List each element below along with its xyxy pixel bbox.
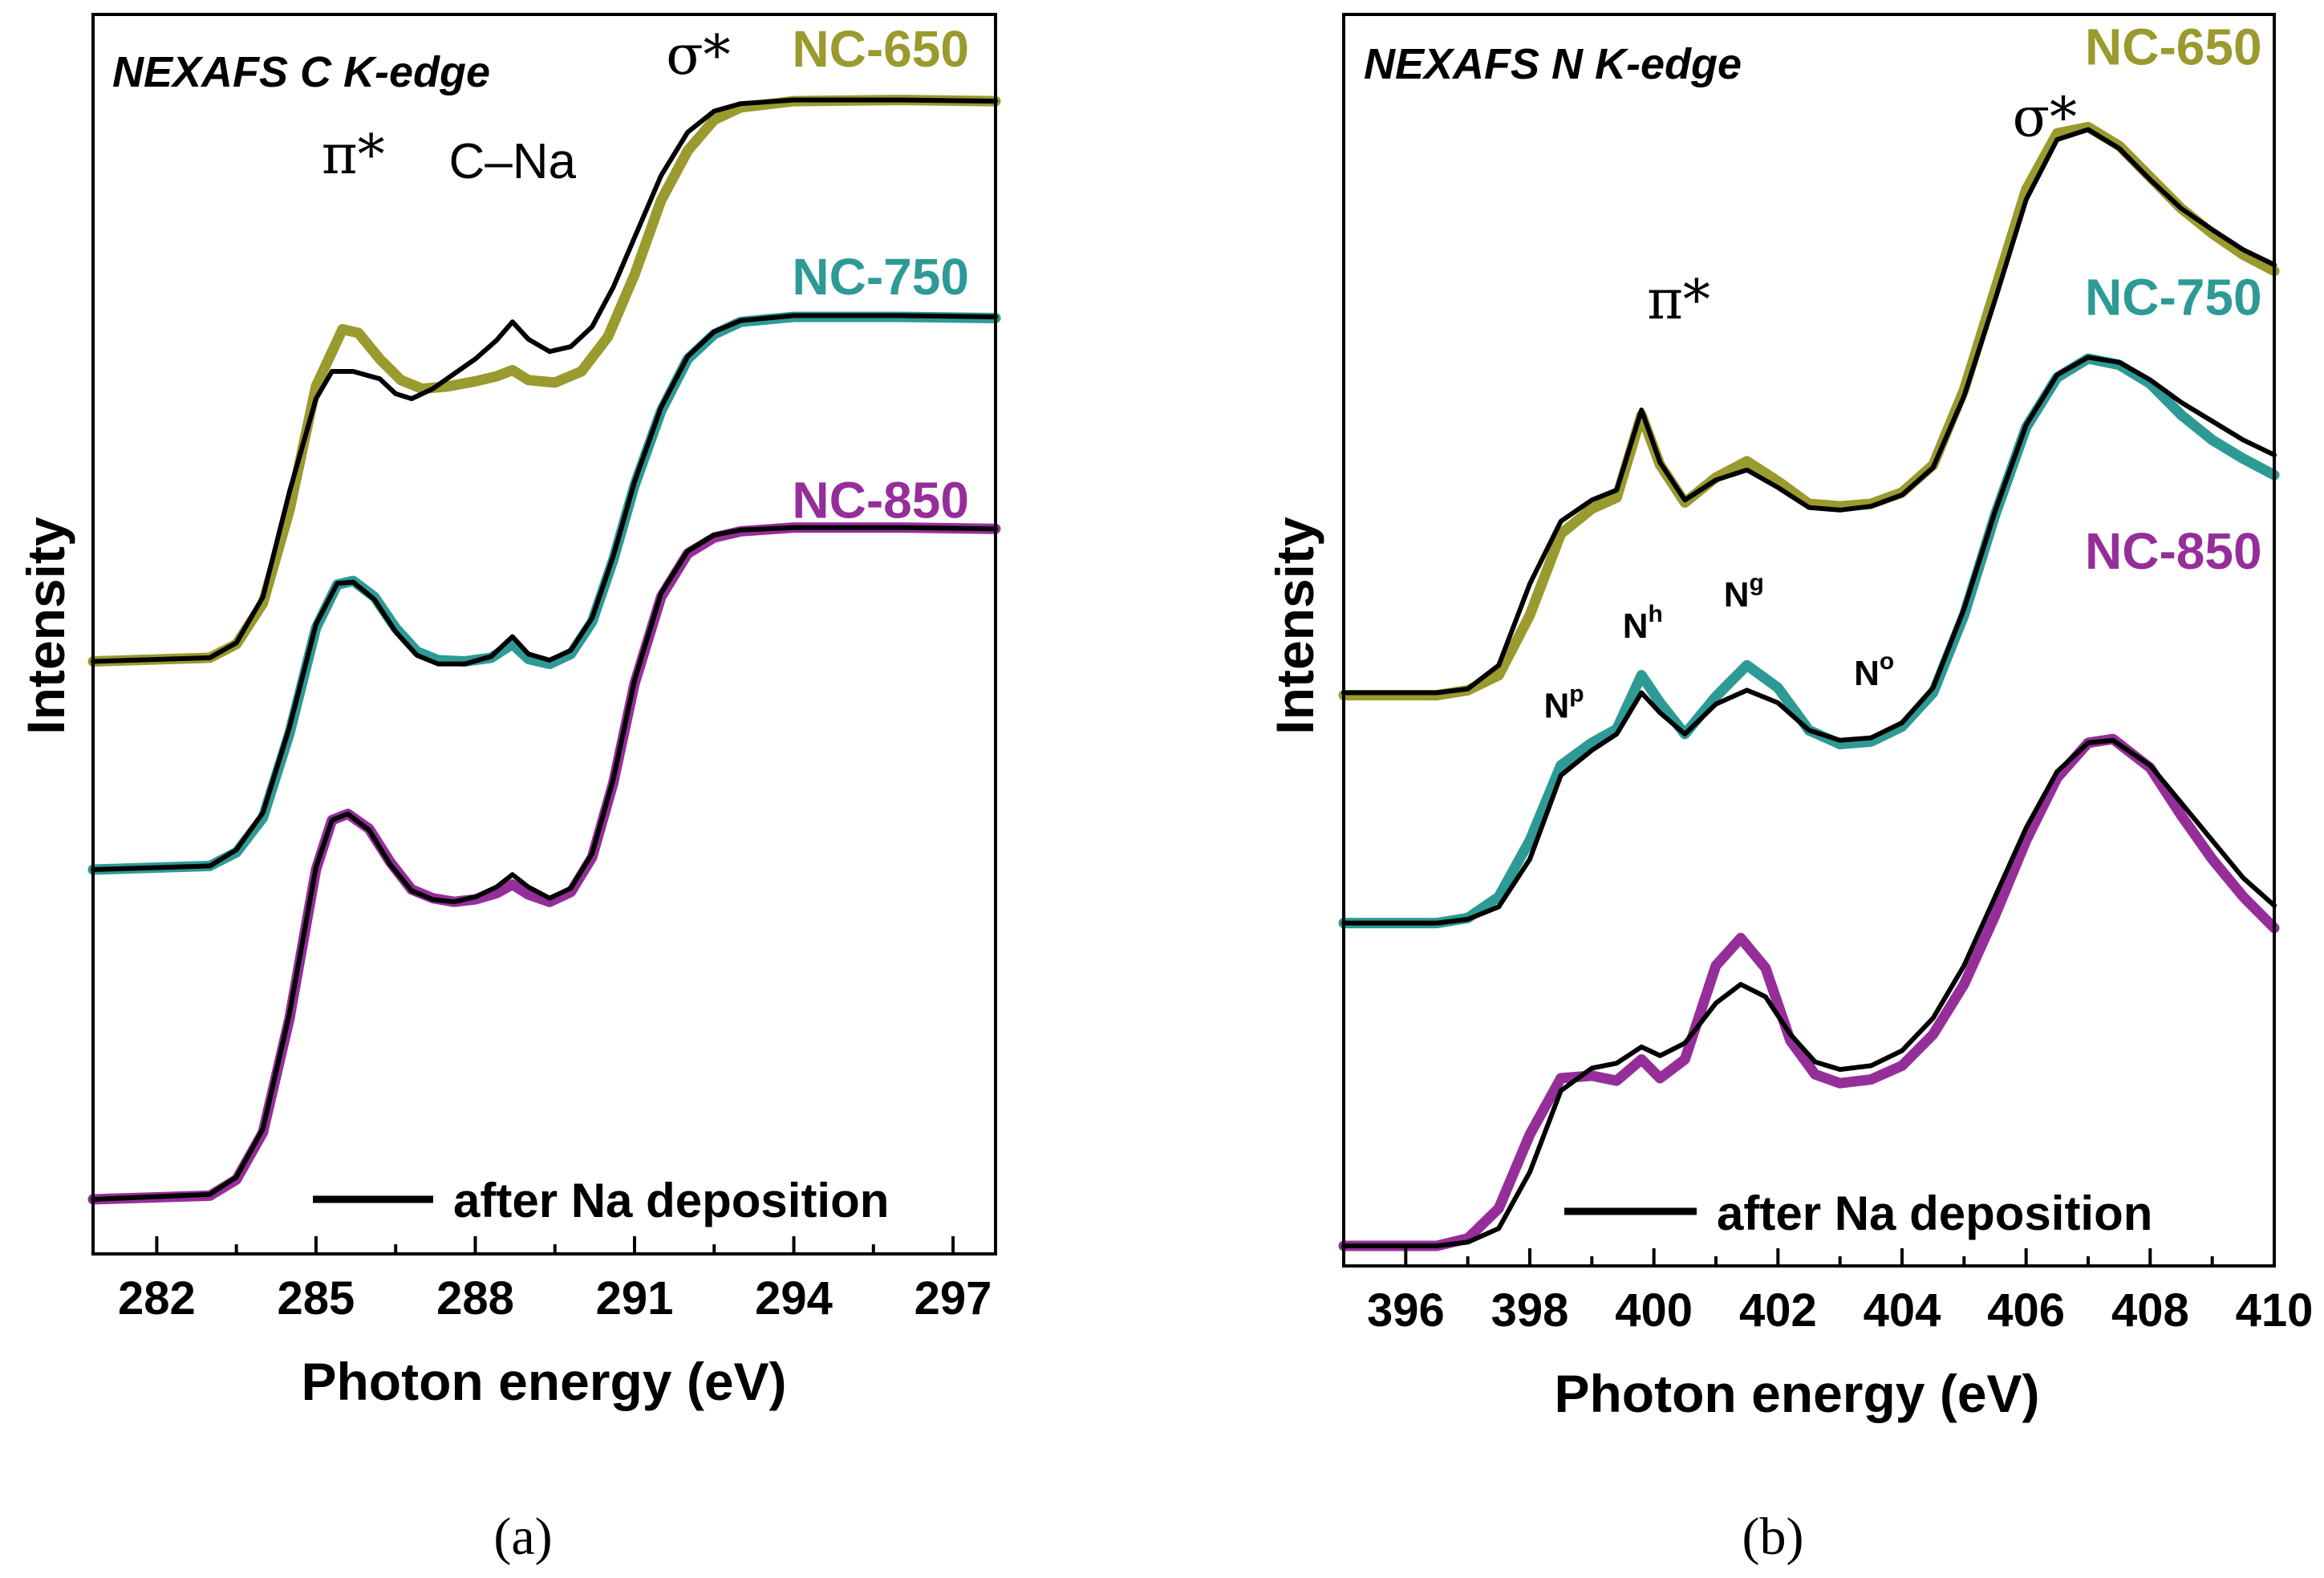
curve-nc-850: [1338, 733, 2280, 1251]
legend-label-a: after Na deposition: [453, 1174, 889, 1227]
curve-nc-750: [87, 311, 1001, 875]
curve-nc-850-after-na-deposition: [1341, 737, 2277, 1248]
panel-title-a: NEXAFS C K-edge: [112, 48, 490, 96]
x-tick-label: 398: [1491, 1284, 1569, 1337]
annotations-a: π* C–Na σ*: [322, 24, 731, 189]
panel-caption-b: (b): [1742, 1507, 1804, 1566]
series-label-nc-850: NC-850: [792, 471, 969, 529]
series-label-nc-650: NC-650: [2085, 18, 2262, 75]
curve-nc-750-after-na-deposition: [1341, 355, 2277, 926]
x-axis-title-b: Photon energy (eV): [1554, 1364, 2039, 1423]
panel-caption-a: (a): [493, 1507, 552, 1566]
annotations-b: π* σ*: [1647, 86, 2077, 332]
x-ticks-b: 396 398 400 402 404 406 408 410: [1342, 1248, 2314, 1337]
curve-nc-650-after-na-deposition: [91, 97, 998, 664]
series-label-nc-650: NC-650: [792, 20, 969, 78]
curve-nc-750-after-na-deposition: [91, 313, 998, 872]
panel-n-k-edge: 396 398 400 402 404 406 408 410 NEXAFS N K-edge…: [1265, 13, 2314, 1566]
x-tick-label: 288: [436, 1272, 514, 1324]
curve-nc-650-after-na-deposition: [1341, 127, 2277, 696]
curves-a: [87, 95, 1001, 1205]
legend-label-b: after Na deposition: [1717, 1187, 2152, 1240]
series-label-nc-850: NC-850: [2085, 522, 2262, 580]
x-tick-label: 294: [755, 1272, 833, 1324]
curves-b: [1338, 121, 2280, 1251]
y-axis-title-b: Intensity: [1265, 517, 1324, 735]
plot-area-a: [87, 95, 1001, 1205]
annotation-pi-star: π*: [1647, 269, 1710, 332]
series-label-nc-750: NC-750: [792, 248, 969, 306]
x-tick-label: 402: [1739, 1284, 1817, 1337]
x-tick-label: 291: [596, 1272, 674, 1324]
x-tick-label: 406: [1987, 1284, 2065, 1337]
series-labels-b: NC-650 NC-750 NC-850: [2085, 18, 2262, 580]
annotation-c-na: C–Na: [449, 134, 577, 189]
curve-nc-750: [1338, 353, 2280, 929]
series-label-nc-750: NC-750: [2085, 268, 2262, 326]
peak-labels-b: Np Nh Ng No: [1543, 570, 1894, 726]
x-tick-label: 285: [278, 1272, 355, 1324]
curve-nc-850: [87, 522, 1001, 1205]
x-tick-label: 396: [1367, 1284, 1445, 1337]
peak-label-ng: Ng: [1724, 570, 1764, 615]
series-labels-a: NC-650 NC-750 NC-850: [792, 20, 969, 529]
x-axis-title-a: Photon energy (eV): [301, 1352, 786, 1411]
x-tick-label: 400: [1615, 1284, 1693, 1337]
x-tick-label: 408: [2111, 1284, 2189, 1337]
x-tick-label: 404: [1864, 1284, 1941, 1337]
panel-c-k-edge: 282 285 288 291 294 297 NEXAFS C K-edge NC-65…: [16, 13, 1001, 1566]
x-tick-label: 282: [118, 1272, 196, 1324]
x-ticks-a: 282 285 288 291 294 297: [118, 1236, 992, 1324]
plot-frame-b: [1342, 13, 2276, 1268]
annotation-sigma-star: σ*: [666, 24, 730, 87]
panel-title-b: NEXAFS N K-edge: [1364, 40, 1742, 88]
legend-a: after Na deposition: [313, 1174, 889, 1227]
curve-nc-850-after-na-deposition: [91, 525, 998, 1202]
plot-area-b: [1338, 121, 2280, 1251]
y-axis-title-a: Intensity: [16, 517, 75, 735]
x-tick-label: 297: [915, 1272, 992, 1324]
peak-label-no: No: [1854, 648, 1894, 693]
plot-frame-a: [91, 13, 997, 1256]
annotation-pi-star: π*: [322, 124, 385, 187]
peak-label-np: Np: [1543, 681, 1584, 726]
x-tick-label: 410: [2236, 1284, 2314, 1337]
curve-nc-650: [1338, 121, 2280, 701]
legend-b: after Na deposition: [1564, 1187, 2152, 1240]
annotation-sigma-star: σ*: [2013, 86, 2077, 149]
peak-label-nh: Nh: [1623, 601, 1663, 646]
